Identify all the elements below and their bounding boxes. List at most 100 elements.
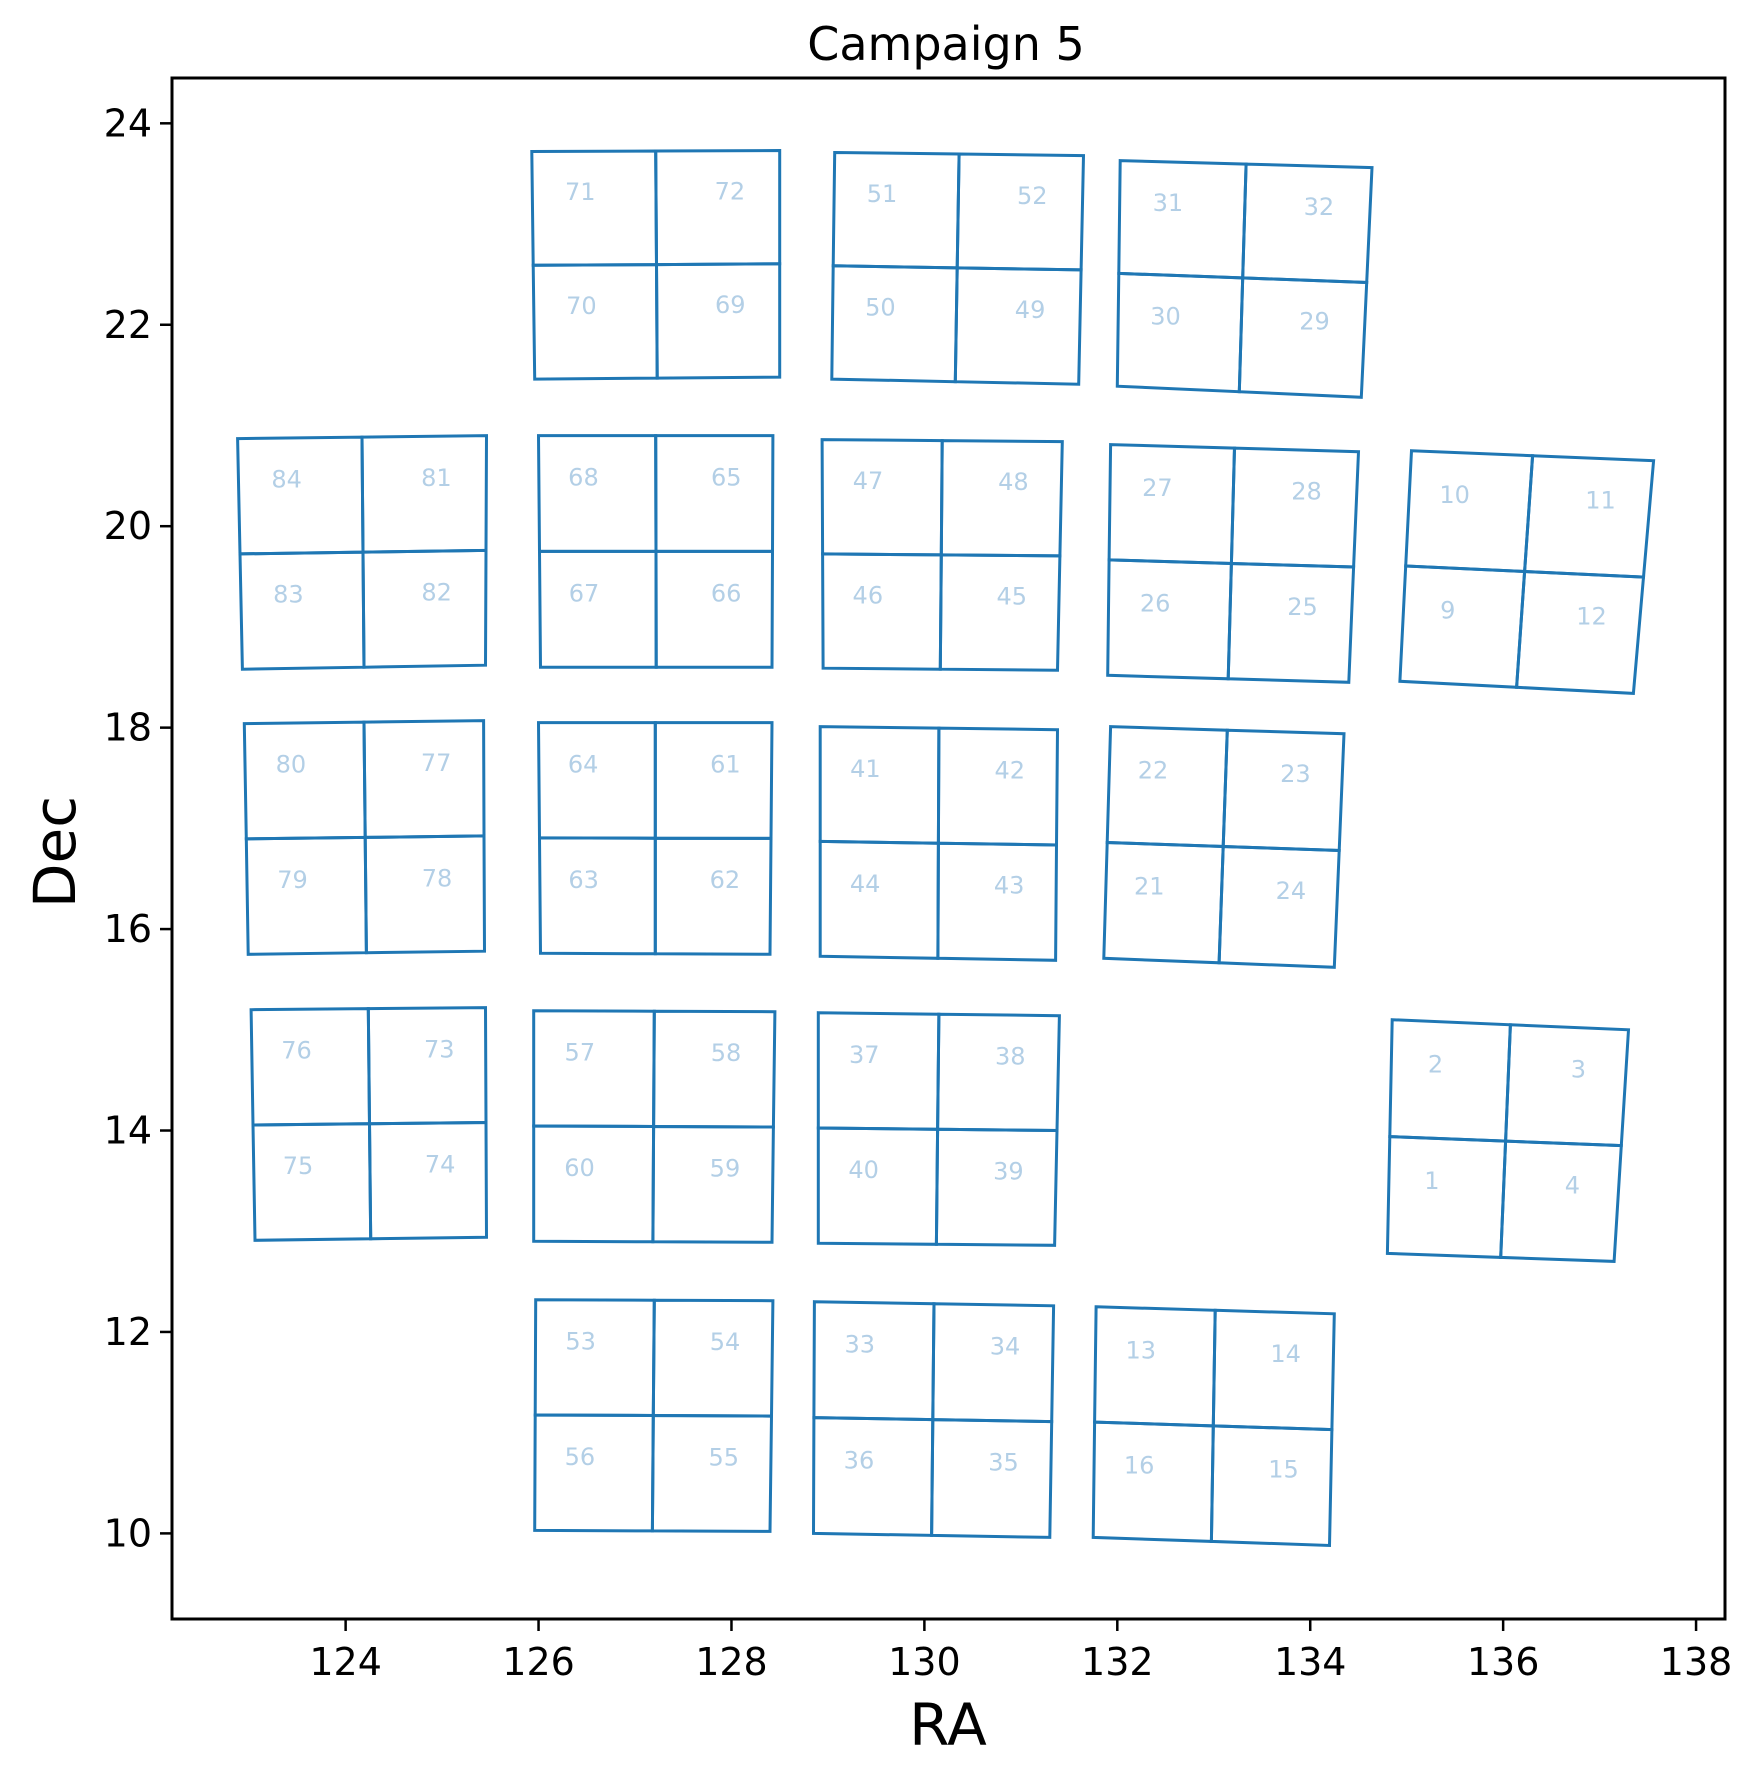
- ccd-channel-outline: [1093, 1305, 1217, 1428]
- ccd-channel-outline: [531, 263, 659, 381]
- ccd-module: 37 38 40 39: [816, 1011, 1061, 1247]
- ccd-channel-outline: [1504, 1023, 1631, 1148]
- ccd-channel-label: 54: [710, 1328, 741, 1356]
- ccd-module: 53 54 56 55: [533, 1298, 775, 1533]
- ccd-module: 51 52 50 49: [830, 150, 1086, 386]
- ccd-module: 57 58 60 59: [532, 1009, 777, 1244]
- ccd-channel-label: 67: [569, 579, 600, 607]
- ccd-channel-outline: [249, 1007, 372, 1127]
- ccd-channel-outline: [1117, 159, 1248, 280]
- ccd-channel-label: 15: [1268, 1456, 1299, 1484]
- ccd-channel-outline: [1211, 1308, 1336, 1432]
- plot-frame: [170, 76, 1727, 1621]
- x-axis-label: RA: [909, 1691, 987, 1759]
- ccd-channel-label: 41: [850, 755, 881, 783]
- ccd-channel-label: 25: [1287, 593, 1318, 621]
- ccd-channel-label: 13: [1126, 1336, 1157, 1364]
- ccd-channel-outline: [653, 836, 773, 956]
- ccd-channel-label: 12: [1576, 602, 1607, 630]
- ccd-channel-label: 52: [1017, 182, 1048, 210]
- ccd-channel-label: 39: [993, 1157, 1024, 1185]
- ccd-channel-outline: [654, 549, 775, 669]
- ccd-module: 31 32 30 29: [1115, 159, 1374, 399]
- ccd-module: 22 23 21 24: [1102, 725, 1346, 969]
- ccd-channel-outline: [1091, 1420, 1215, 1543]
- ccd-channel-label: 21: [1134, 873, 1165, 901]
- y-tick-label: 18: [104, 706, 152, 750]
- x-tick-label: 130: [888, 1640, 961, 1684]
- ccd-module: 41 42 44 43: [818, 725, 1060, 962]
- ccd-channel-outline: [1388, 1018, 1512, 1143]
- ccd-channel-outline: [533, 1413, 655, 1533]
- ccd-channel-label: 50: [865, 294, 896, 322]
- ccd-channel-label: 72: [715, 177, 746, 205]
- ccd-channel-outline: [251, 1122, 373, 1242]
- ccd-channel-label: 60: [564, 1154, 595, 1182]
- x-tick-label: 132: [1081, 1640, 1154, 1684]
- ccd-channel-label: 47: [853, 467, 884, 495]
- ccd-channel-outline: [537, 549, 658, 669]
- x-tick-label: 138: [1660, 1640, 1733, 1684]
- x-tick-label: 126: [502, 1640, 575, 1684]
- ccd-channel-label: 83: [273, 581, 304, 609]
- ccd-channel-label: 56: [565, 1443, 596, 1471]
- ccd-channel-label: 76: [281, 1037, 312, 1065]
- x-axis-ticks: 124 126 128 130 132 134 136 138: [309, 1619, 1732, 1684]
- ccd-channel-outline: [536, 721, 657, 840]
- ccd-channel-label: 81: [421, 464, 452, 492]
- ccd-channel-outline: [363, 834, 487, 955]
- ccd-channel-label: 27: [1142, 474, 1173, 502]
- y-tick-label: 22: [104, 303, 152, 347]
- ccd-channel-outline: [821, 552, 943, 671]
- ccd-channel-outline: [936, 726, 1060, 847]
- ccd-channel-outline: [532, 1009, 656, 1129]
- ccd-channel-label: 46: [853, 582, 884, 610]
- ccd-channel-outline: [360, 434, 489, 554]
- ccd-channel-label: 69: [715, 291, 746, 319]
- ccd-channel-label: 79: [277, 866, 308, 894]
- ccd-module: 13 14 16 15: [1091, 1305, 1336, 1548]
- ccd-module: 27 28 26 25: [1106, 443, 1361, 684]
- ccd-channel-outline: [1385, 1135, 1508, 1259]
- ccd-channel-outline: [1217, 844, 1341, 969]
- ccd-module: 47 48 46 45: [820, 438, 1064, 672]
- ccd-channel-outline: [1241, 162, 1374, 285]
- ccd-channel-outline: [939, 439, 1064, 558]
- y-tick-label: 14: [104, 1109, 152, 1153]
- ccd-channel-label: 26: [1140, 589, 1171, 617]
- ccd-module: 71 72 70 69: [530, 148, 782, 381]
- ccd-channel-outline: [934, 1127, 1059, 1247]
- ccd-channel-label: 43: [994, 872, 1025, 900]
- ccd-channel-outline: [236, 435, 365, 556]
- ccd-channel-label: 10: [1439, 481, 1470, 509]
- ccd-channel-outline: [816, 1126, 940, 1246]
- ccd-channel-label: 64: [568, 750, 599, 778]
- ccd-channel-outline: [938, 553, 1062, 672]
- ccd-module: 84 81 83 82: [236, 434, 489, 671]
- ccd-channel-outline: [650, 1413, 774, 1533]
- y-tick-label: 24: [104, 101, 152, 145]
- ccd-module: 64 61 63 62: [536, 721, 774, 956]
- ccd-channel-label: 57: [565, 1039, 596, 1067]
- ccd-channel-label: 58: [711, 1039, 742, 1067]
- ccd-channel-label: 9: [1440, 597, 1455, 625]
- ccd-module: 10 11 9 12: [1398, 449, 1656, 695]
- ccd-channel-label: 34: [990, 1333, 1021, 1361]
- ccd-channel-label: 14: [1270, 1340, 1301, 1368]
- ccd-channel-outline: [818, 839, 940, 960]
- ccd-channel-label: 77: [421, 749, 452, 777]
- ccd-channel-outline: [936, 841, 1059, 962]
- ccd-channel-label: 53: [565, 1328, 596, 1356]
- y-tick-label: 16: [104, 907, 152, 951]
- ccd-channel-outline: [831, 150, 961, 270]
- ccd-channel-outline: [936, 1012, 1061, 1133]
- ccd-channel-label: 29: [1299, 307, 1330, 335]
- ccd-channel-outline: [537, 836, 657, 956]
- ccd-channel-outline: [1514, 569, 1646, 695]
- x-tick-label: 136: [1467, 1640, 1540, 1684]
- ccd-channel-outline: [818, 725, 941, 845]
- ccd-channel-label: 24: [1276, 877, 1307, 905]
- ccd-channel-outline: [1209, 1424, 1334, 1548]
